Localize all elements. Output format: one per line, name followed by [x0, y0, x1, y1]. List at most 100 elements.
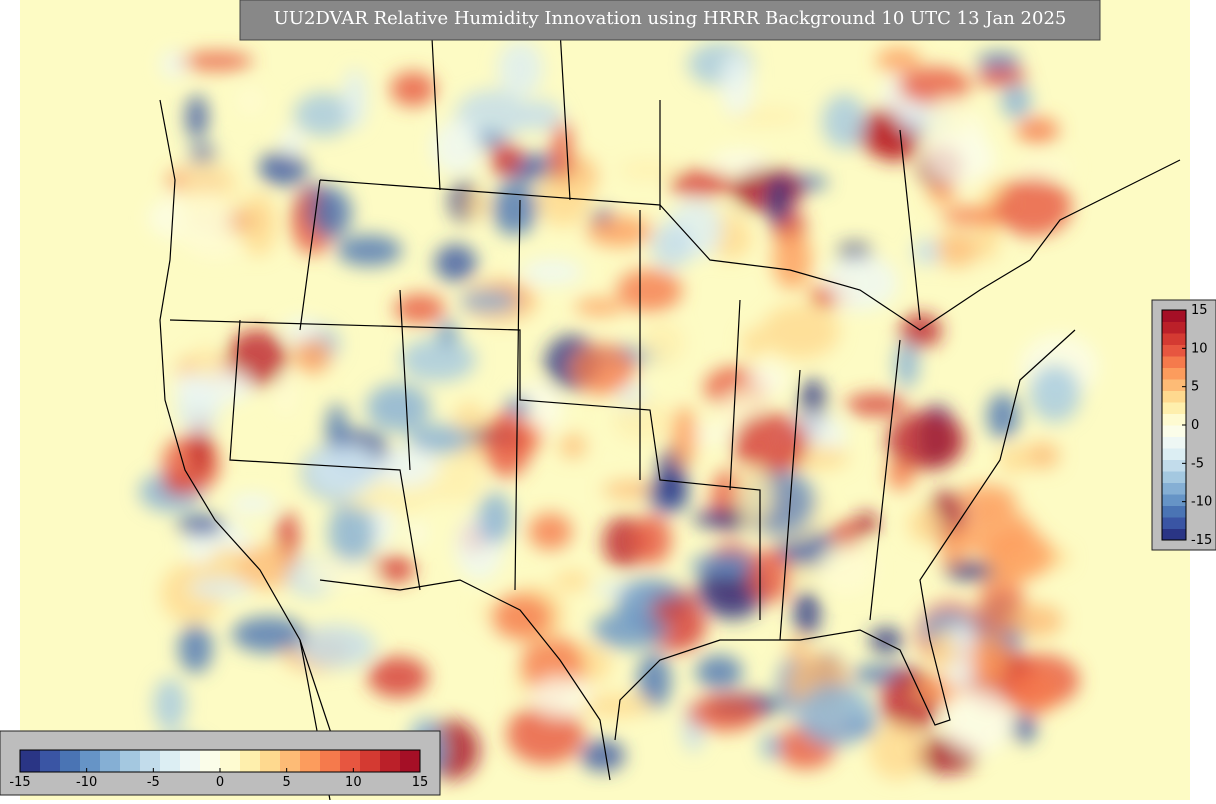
- field-blob: [789, 564, 816, 583]
- field-blob: [228, 493, 277, 515]
- field-blob: [491, 181, 538, 236]
- field-blob: [506, 704, 585, 765]
- colorbar-segment: [1162, 517, 1186, 529]
- boundaries: [159, 0, 1181, 800]
- field-blob: [767, 175, 790, 226]
- field-blob: [343, 492, 390, 510]
- field-blob: [437, 319, 458, 347]
- field-blob: [554, 570, 590, 592]
- field-blob: [1014, 156, 1073, 179]
- tick-label: -5: [147, 775, 160, 790]
- field-blob: [506, 396, 531, 417]
- field-blob: [240, 192, 277, 257]
- field-blob: [489, 141, 523, 176]
- colorbar-segment: [1162, 425, 1186, 437]
- colorbar-segment: [140, 750, 161, 772]
- vertical-colorbar: 15 10 5 0 -5 -10 -15: [1161, 303, 1212, 548]
- field-blob: [1011, 713, 1037, 743]
- colorbar-segment: [240, 750, 261, 772]
- tick-label: 10: [345, 775, 362, 790]
- field-blob: [481, 412, 532, 478]
- colorbar-segment: [300, 750, 321, 772]
- colorbar-segment: [80, 750, 101, 772]
- field-blob: [580, 739, 625, 772]
- title-box: [239, 0, 1101, 41]
- field-blob: [760, 732, 782, 760]
- field-blob: [933, 231, 980, 268]
- field-blob: [687, 694, 761, 732]
- field-blob: [1023, 442, 1060, 470]
- field-blob: [924, 132, 997, 185]
- field-blob: [366, 383, 431, 432]
- canada-border: [319, 159, 1181, 331]
- west-coast: [159, 99, 341, 761]
- field-blob: [258, 150, 308, 186]
- tick-label: 0: [1191, 418, 1199, 433]
- field-blob: [464, 189, 490, 220]
- colorbar-segment: [1162, 390, 1186, 403]
- mexico-border: [319, 579, 611, 781]
- field-blob: [976, 67, 1027, 87]
- field-blob: [793, 590, 821, 637]
- field-blob: [943, 689, 1014, 755]
- field-blob: [188, 577, 251, 599]
- colorbar-segment: [1162, 344, 1186, 357]
- field-blob: [824, 254, 899, 311]
- field-blob: [459, 290, 518, 313]
- field-blob: [894, 340, 919, 389]
- tick-label: -15: [1191, 533, 1212, 548]
- field-blob: [986, 393, 1020, 440]
- field-blob: [639, 321, 685, 365]
- field-blob: [521, 258, 584, 286]
- field-blob: [616, 268, 683, 313]
- field-blob: [613, 399, 673, 441]
- field-blob: [1008, 669, 1060, 716]
- field-blob: [886, 411, 966, 471]
- colorbar-segment: [380, 750, 401, 772]
- colorbar-segment: [1162, 436, 1186, 449]
- field-blob: [586, 215, 653, 247]
- field-blob: [173, 367, 252, 406]
- field-blob: [432, 120, 483, 175]
- colorbar-segment: [160, 750, 181, 772]
- colorbar-segment: [1162, 356, 1186, 368]
- horizontal-colorbar: -15 -10 -5 0 5 10 15: [9, 749, 428, 790]
- field-blob: [720, 52, 754, 117]
- field-blob: [551, 120, 573, 182]
- field-blob: [907, 506, 947, 544]
- field-blob: [930, 629, 958, 671]
- field-blob: [855, 511, 878, 535]
- field-blob: [944, 561, 997, 581]
- field-blob: [994, 176, 1072, 237]
- field-blob: [284, 318, 321, 342]
- field-blob: [280, 127, 304, 157]
- field-blob: [581, 693, 652, 718]
- colorbar-segment: [280, 750, 301, 772]
- field-blob: [171, 192, 237, 252]
- field-blob: [570, 343, 636, 395]
- field-blob: [343, 68, 367, 130]
- colorbar-segment: [1162, 321, 1186, 334]
- field-blob: [1029, 364, 1081, 423]
- colorbar-segment: [40, 750, 61, 772]
- field-blob: [761, 304, 840, 359]
- colorbar-segment: [340, 750, 361, 772]
- field-blob: [294, 92, 353, 137]
- field-blob: [153, 678, 187, 731]
- field-blob: [536, 172, 591, 227]
- field-blob: [727, 107, 804, 126]
- field-blob: [301, 560, 381, 589]
- field-blob: [970, 633, 1011, 684]
- tick-label: 5: [1191, 380, 1199, 395]
- field-blob: [328, 499, 376, 566]
- field-blob: [491, 594, 553, 640]
- field-blob: [787, 637, 809, 660]
- field-blob: [735, 465, 774, 527]
- colorbar-segment: [1162, 413, 1186, 426]
- colorbar-segment: [180, 750, 201, 772]
- colorbar-segment: [400, 750, 421, 772]
- field-blob: [293, 335, 331, 374]
- field-blob: [632, 514, 672, 565]
- field-blob: [976, 52, 1021, 70]
